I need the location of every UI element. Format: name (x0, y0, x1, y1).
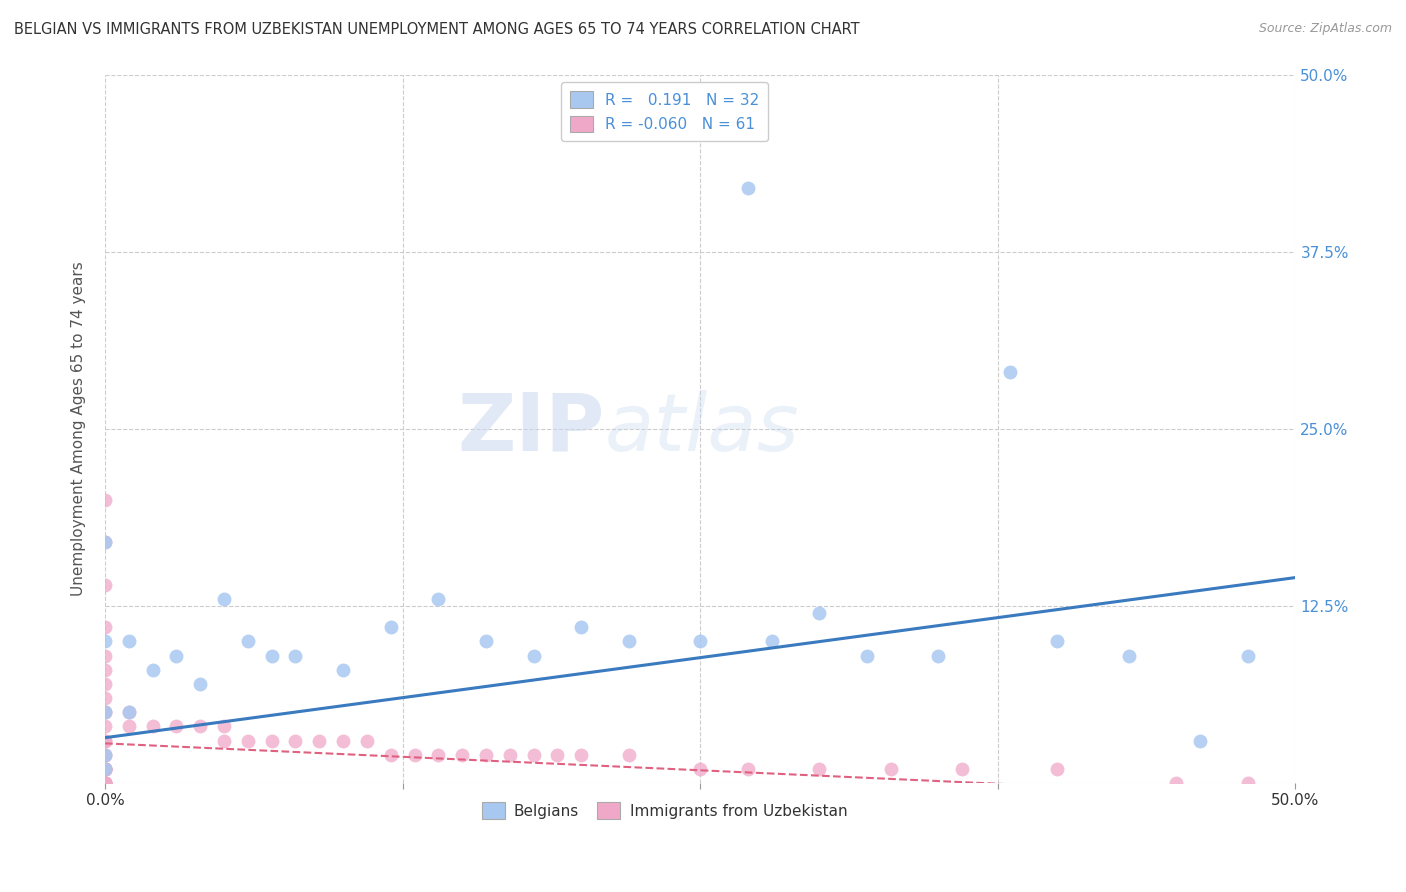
Point (94, 762, 117, 776)
Point (1118, 648, 1140, 663)
Point (950, 762, 973, 776)
Point (1046, 634, 1069, 648)
Point (94, 620, 117, 634)
Point (332, 733, 354, 747)
Point (451, 747, 474, 762)
Point (94, 705, 117, 719)
Point (94, 762, 117, 776)
Point (94, 762, 117, 776)
Point (308, 733, 330, 747)
Point (808, 606, 831, 620)
Point (94, 719, 117, 733)
Point (475, 634, 498, 648)
Point (356, 733, 378, 747)
Point (142, 663, 165, 677)
Point (380, 620, 402, 634)
Point (94, 776, 117, 790)
Text: BELGIAN VS IMMIGRANTS FROM UZBEKISTAN UNEMPLOYMENT AMONG AGES 65 TO 74 YEARS COR: BELGIAN VS IMMIGRANTS FROM UZBEKISTAN UN… (14, 22, 859, 37)
Point (94, 762, 117, 776)
Point (212, 733, 235, 747)
Point (998, 365, 1021, 379)
Point (475, 747, 498, 762)
Point (94, 705, 117, 719)
Point (1046, 762, 1069, 776)
Point (404, 747, 426, 762)
Point (689, 762, 711, 776)
Point (94, 776, 117, 790)
Point (94, 691, 117, 706)
Text: ZIP: ZIP (458, 390, 605, 467)
Point (94, 762, 117, 776)
Point (94, 535, 117, 549)
Point (856, 648, 879, 663)
Point (94, 762, 117, 776)
Point (165, 719, 187, 733)
Point (1237, 648, 1260, 663)
Point (212, 719, 235, 733)
Point (522, 747, 544, 762)
Point (94, 733, 117, 747)
Point (332, 663, 354, 677)
Point (1237, 776, 1260, 790)
Point (188, 677, 211, 691)
Point (94, 577, 117, 591)
Point (236, 634, 259, 648)
Point (118, 705, 141, 719)
Point (260, 733, 283, 747)
Y-axis label: Unemployment Among Ages 65 to 74 years: Unemployment Among Ages 65 to 74 years (72, 261, 86, 596)
Point (284, 733, 307, 747)
Point (118, 705, 141, 719)
Point (569, 747, 592, 762)
Point (499, 747, 522, 762)
Point (546, 747, 568, 762)
Point (212, 591, 235, 606)
Point (569, 620, 592, 634)
Legend: Belgians, Immigrants from Uzbekistan: Belgians, Immigrants from Uzbekistan (475, 797, 853, 825)
Point (1166, 776, 1188, 790)
Text: Source: ZipAtlas.com: Source: ZipAtlas.com (1258, 22, 1392, 36)
Point (808, 762, 831, 776)
Point (284, 648, 307, 663)
Point (617, 747, 640, 762)
Point (927, 648, 949, 663)
Point (118, 719, 141, 733)
Point (94, 776, 117, 790)
Point (427, 747, 450, 762)
Point (94, 535, 117, 549)
Point (94, 677, 117, 691)
Point (165, 648, 187, 663)
Point (617, 634, 640, 648)
Point (118, 634, 141, 648)
Point (94, 776, 117, 790)
Point (94, 762, 117, 776)
Point (737, 762, 759, 776)
Point (94, 762, 117, 776)
Point (522, 648, 544, 663)
Point (94, 762, 117, 776)
Point (142, 719, 165, 733)
Point (94, 492, 117, 507)
Point (94, 634, 117, 648)
Point (737, 181, 759, 195)
Point (879, 762, 901, 776)
Point (761, 634, 783, 648)
Point (689, 634, 711, 648)
Point (94, 747, 117, 762)
Point (94, 747, 117, 762)
Point (94, 663, 117, 677)
Point (260, 648, 283, 663)
Point (94, 776, 117, 790)
Point (236, 733, 259, 747)
Point (94, 747, 117, 762)
Text: atlas: atlas (605, 390, 800, 467)
Point (1189, 733, 1212, 747)
Point (94, 733, 117, 747)
Point (427, 591, 450, 606)
Point (94, 705, 117, 719)
Point (94, 776, 117, 790)
Point (94, 776, 117, 790)
Point (380, 747, 402, 762)
Point (188, 719, 211, 733)
Point (94, 648, 117, 663)
